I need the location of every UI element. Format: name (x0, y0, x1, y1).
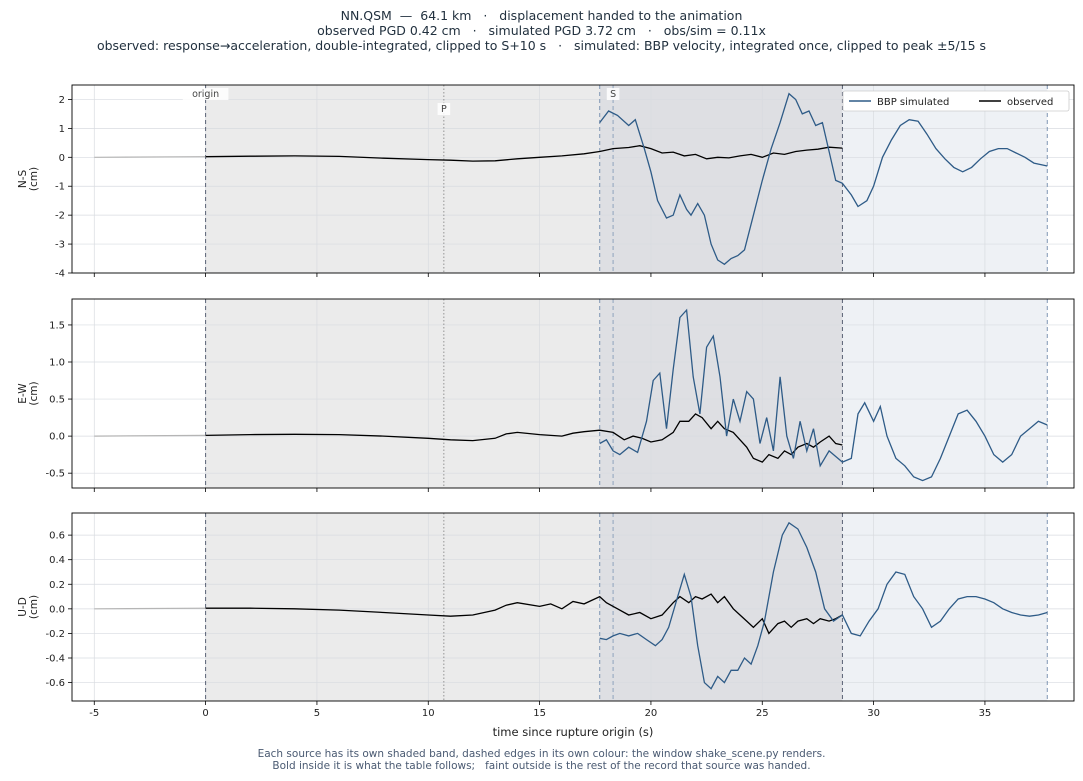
y-tick-label: 0.6 (49, 531, 65, 542)
y-tick-label: 0.2 (49, 580, 65, 591)
simulated-window-band (842, 85, 1048, 273)
y-axis-label: U-D (17, 597, 29, 617)
marker-label-origin: origin (192, 89, 219, 100)
y-tick-label: 2 (59, 95, 65, 106)
observed-window-band (205, 513, 600, 701)
x-tick-label: 5 (314, 708, 320, 719)
chart-title-block: NN.QSM — 64.1 km · displacement handed t… (0, 8, 1083, 53)
y-axis-label: N-S (17, 170, 29, 189)
chart-footer: Each source has its own shaded band, das… (0, 748, 1083, 772)
y-tick-label: 0.0 (49, 432, 65, 443)
x-tick-label: 30 (867, 708, 880, 719)
x-tick-label: -5 (89, 708, 99, 719)
panel-frame (71, 298, 1075, 489)
panel-frame (71, 84, 1075, 274)
x-tick-label: 35 (979, 708, 992, 719)
overlap-window-band (599, 513, 843, 701)
panel-2: -0.6 -0.4 -0.2 0.0 0.2 0.4 0.6 U-D (cm) -5 0 5 10 15 2… (17, 512, 1075, 719)
footer-line1: Each source has its own shaded band, das… (257, 748, 826, 760)
legend-label-observed: observed (1007, 97, 1053, 108)
chart-title-line1: NN.QSM — 64.1 km · displacement handed t… (340, 8, 743, 23)
observed-trace (205, 145, 843, 162)
x-tick-label: 0 (202, 708, 208, 719)
observed-window-band (205, 299, 600, 488)
y-tick-label: -4 (55, 269, 65, 280)
y-axis-label: (cm) (28, 595, 40, 619)
y-tick-label: -0.4 (45, 653, 65, 664)
y-tick-label: -0.6 (45, 678, 65, 689)
legend-label-simulated: BBP simulated (877, 97, 949, 108)
panel-1: -0.5 0.0 0.5 1.0 1.5 E-W (cm) (17, 298, 1075, 492)
simulated-trace (599, 308, 1048, 482)
y-tick-label: 0.0 (49, 604, 65, 615)
overlap-window-band (599, 85, 843, 273)
observed-trace (205, 413, 843, 463)
y-tick-label: 0 (59, 153, 65, 164)
observed-trace (205, 593, 843, 635)
observed-trace-faint (94, 607, 206, 610)
observed-trace-faint (94, 434, 206, 437)
y-axis-label: (cm) (28, 381, 40, 405)
legend-box (842, 90, 1070, 112)
simulated-window-band (842, 299, 1048, 488)
y-tick-label: 1.0 (49, 358, 65, 369)
chart-title-line2: observed PGD 0.42 cm · simulated PGD 3.7… (317, 23, 766, 38)
simulated-trace (599, 92, 1048, 266)
y-tick-label: -2 (55, 211, 65, 222)
marker-label-bg (437, 103, 451, 115)
x-tick-label: 25 (756, 708, 769, 719)
y-tick-label: 0.4 (49, 555, 65, 566)
y-tick-label: -3 (55, 240, 65, 251)
panel-0: -4 -3 -2 -1 0 1 2 N-S (cm) origin P S BBP simulated o… (17, 84, 1075, 280)
marker-label-bg (182, 88, 229, 100)
marker-label-P: P (441, 104, 447, 115)
y-tick-label: 1 (59, 124, 65, 135)
overlap-window-band (599, 299, 843, 488)
simulated-trace (599, 521, 1048, 690)
y-tick-label: -0.2 (45, 629, 65, 640)
panel-frame (71, 512, 1075, 702)
marker-label-bg (606, 88, 620, 100)
marker-label-S: S (610, 89, 616, 100)
x-tick-label: 20 (645, 708, 658, 719)
y-axis-label: E-W (17, 383, 29, 404)
chart-title-line3: observed: response→acceleration, double-… (96, 38, 987, 53)
y-tick-label: 1.5 (49, 320, 65, 331)
x-axis-label: time since rupture origin (s) (493, 725, 654, 739)
y-tick-label: -1 (55, 182, 65, 193)
footer-line2: Bold inside it is what the table follows… (272, 760, 811, 772)
observed-window-band (205, 85, 600, 273)
y-tick-label: 0.5 (49, 395, 65, 406)
y-axis-label: (cm) (28, 167, 40, 191)
y-tick-label: -0.5 (45, 469, 65, 480)
x-tick-label: 15 (533, 708, 546, 719)
observed-trace-faint (94, 156, 206, 158)
x-tick-label: 10 (422, 708, 435, 719)
simulated-window-band (842, 513, 1048, 701)
